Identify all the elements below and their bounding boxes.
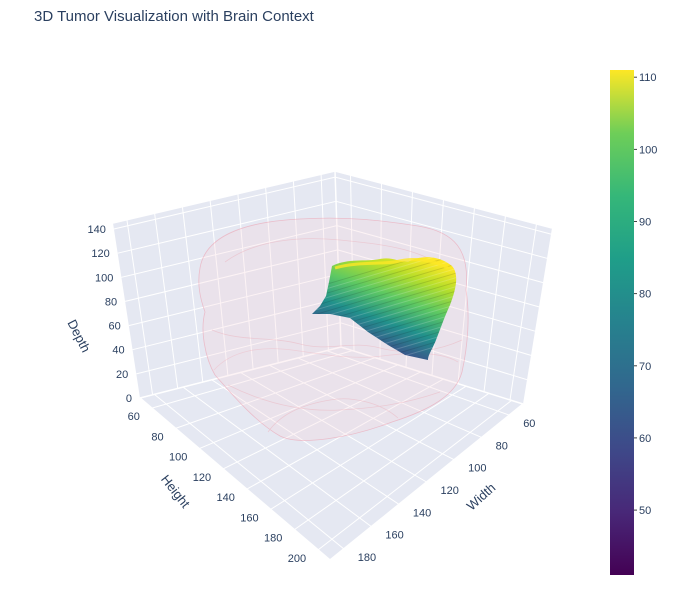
colorbar-tick-label: 90 bbox=[639, 217, 651, 229]
brain-inner-fold-1 bbox=[224, 238, 449, 271]
width-axis-ticks: 60 80 100 120 140 160 180 bbox=[358, 418, 536, 564]
depth-tick-label: 80 bbox=[105, 296, 117, 308]
brain-inner-fold-3 bbox=[227, 384, 441, 411]
height-axis-ticks: 60 80 100 120 140 160 180 200 bbox=[128, 411, 306, 565]
depth-axis-title: Depth bbox=[64, 317, 93, 355]
width-tick-label: 60 bbox=[523, 418, 535, 430]
height-tick-label: 80 bbox=[151, 431, 163, 443]
colorbar-tick-label: 80 bbox=[639, 289, 651, 301]
colorbar-tick-label: 50 bbox=[639, 505, 651, 517]
height-axis-title: Height bbox=[158, 472, 193, 511]
height-tick-label: 200 bbox=[288, 553, 306, 565]
depth-tick-label: 40 bbox=[112, 345, 124, 357]
width-tick-label: 80 bbox=[496, 440, 508, 452]
height-tick-label: 100 bbox=[169, 452, 187, 464]
colorbar-tick-label: 110 bbox=[639, 72, 657, 84]
width-axis-title: Width bbox=[464, 480, 499, 513]
colorbar-tick-label: 100 bbox=[639, 144, 657, 156]
depth-tick-label: 60 bbox=[109, 321, 121, 333]
depth-tick-label: 140 bbox=[88, 224, 106, 236]
height-tick-label: 140 bbox=[217, 492, 235, 504]
height-tick-label: 120 bbox=[193, 472, 211, 484]
scene-3d[interactable] bbox=[112, 170, 553, 561]
height-tick-label: 60 bbox=[128, 411, 140, 423]
width-tick-label: 100 bbox=[468, 463, 486, 475]
colorbar-tick-label: 70 bbox=[639, 361, 651, 373]
depth-tick-label: 120 bbox=[91, 248, 109, 260]
depth-tick-label: 0 bbox=[126, 393, 132, 405]
colorbar-ticks: 50 60 70 80 90 100 110 bbox=[634, 72, 657, 517]
depth-axis-ticks: 0 20 40 60 80 100 120 140 bbox=[88, 224, 132, 405]
width-tick-label: 140 bbox=[413, 507, 431, 519]
height-tick-label: 160 bbox=[240, 512, 258, 524]
colorbar-tick-label: 60 bbox=[639, 433, 651, 445]
brain-inner-fold-4 bbox=[267, 398, 399, 433]
width-tick-label: 160 bbox=[385, 530, 403, 542]
height-tick-label: 180 bbox=[264, 533, 282, 545]
width-tick-label: 180 bbox=[358, 552, 376, 564]
colorbar-ramp bbox=[610, 70, 634, 575]
depth-tick-label: 20 bbox=[116, 369, 128, 381]
tumor-top-highlight bbox=[334, 258, 449, 270]
width-tick-label: 120 bbox=[441, 485, 459, 497]
scene-floor bbox=[140, 347, 523, 560]
chart-title: 3D Tumor Visualization with Brain Contex… bbox=[34, 8, 315, 25]
colorbar: 50 60 70 80 90 100 110 bbox=[610, 70, 657, 575]
scene-edges bbox=[112, 170, 553, 561]
depth-tick-label: 100 bbox=[95, 272, 113, 284]
